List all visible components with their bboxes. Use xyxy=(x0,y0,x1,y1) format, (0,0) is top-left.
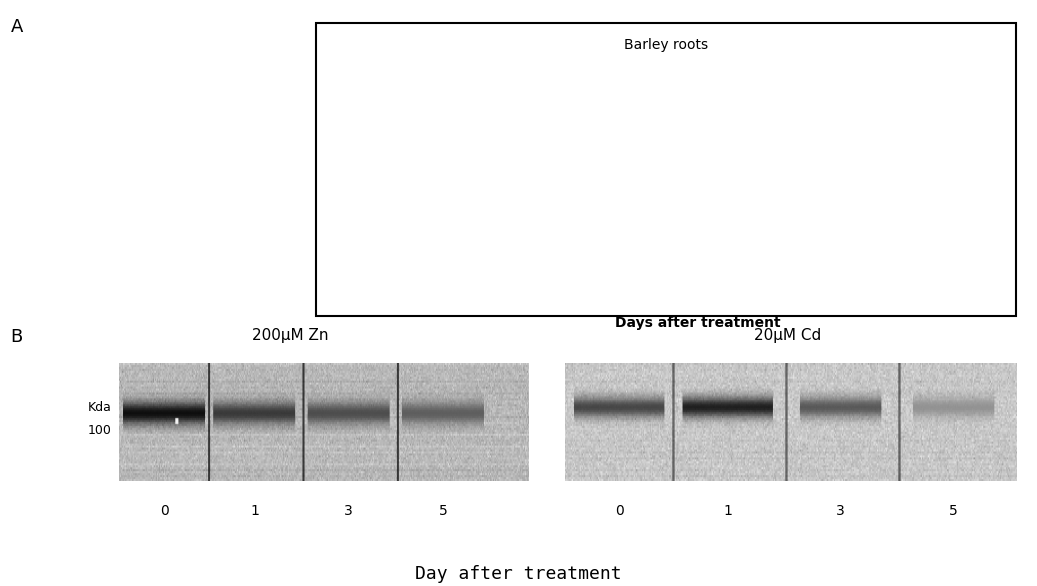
Text: 5: 5 xyxy=(439,504,447,518)
Text: 20μM Cd: 20μM Cd xyxy=(755,328,821,343)
Text: 100: 100 xyxy=(88,424,112,437)
Text: 3: 3 xyxy=(836,504,845,518)
Text: 1: 1 xyxy=(250,504,259,518)
Text: A: A xyxy=(10,18,23,36)
Legend: 200μM Zn, 20μM Cd: 200μM Zn, 20μM Cd xyxy=(408,173,515,216)
Text: 0: 0 xyxy=(160,504,169,518)
20μM Cd xyxy=(485,90,498,97)
20μM Cd xyxy=(897,211,909,218)
200μM Zn xyxy=(691,170,703,177)
Text: 0: 0 xyxy=(615,504,623,518)
Line: 200μM Zn: 200μM Zn xyxy=(385,76,907,277)
200μM Zn xyxy=(897,270,909,277)
200μM Zn xyxy=(383,94,395,101)
Text: Kda: Kda xyxy=(88,401,112,414)
X-axis label: Days after treatment: Days after treatment xyxy=(615,316,780,331)
Text: Barley roots: Barley roots xyxy=(624,38,708,52)
Y-axis label: H⁺-ATPase activity(μmol pi/mg protein/h): H⁺-ATPase activity(μmol pi/mg protein/h) xyxy=(341,48,355,304)
200μM Zn xyxy=(485,76,498,83)
Text: 1: 1 xyxy=(723,504,732,518)
Line: 20μM Cd: 20μM Cd xyxy=(385,90,907,219)
20μM Cd xyxy=(691,131,703,138)
Text: Day after treatment: Day after treatment xyxy=(415,565,622,583)
20μM Cd xyxy=(383,94,395,101)
Text: 5: 5 xyxy=(949,504,957,518)
Text: B: B xyxy=(10,328,23,346)
Text: 200μM Zn: 200μM Zn xyxy=(252,328,329,343)
Text: 3: 3 xyxy=(344,504,353,518)
